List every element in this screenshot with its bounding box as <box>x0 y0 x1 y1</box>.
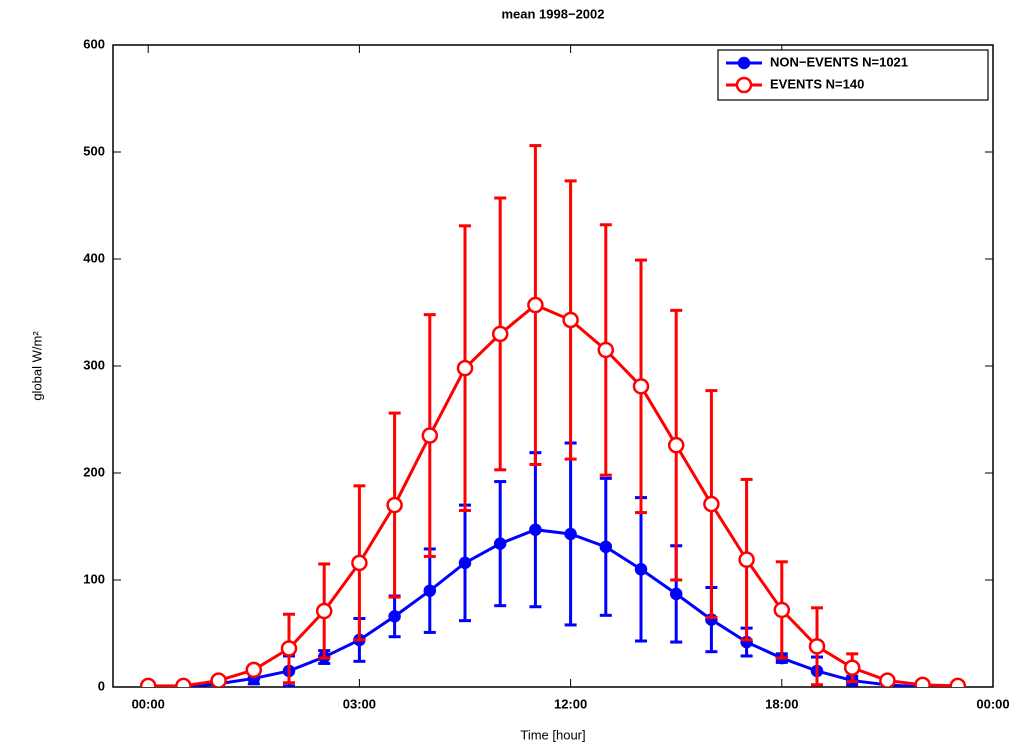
chart-title: mean 1998−2002 <box>501 6 604 21</box>
x-tick-label: 00:00 <box>132 696 165 711</box>
point <box>175 677 192 687</box>
x-tick-label: 03:00 <box>343 696 376 711</box>
point <box>562 311 579 329</box>
point <box>808 638 826 655</box>
point <box>456 359 474 377</box>
point <box>564 527 577 541</box>
legend-label: NON−EVENTS N=1021 <box>770 54 908 69</box>
point <box>386 496 403 514</box>
point <box>703 495 720 513</box>
y-tick-label: 300 <box>83 357 105 372</box>
point <box>421 427 439 444</box>
point <box>527 296 544 314</box>
y-tick-label: 200 <box>83 464 105 479</box>
point <box>423 584 437 597</box>
x-tick-label: 18:00 <box>765 696 798 711</box>
y-tick-label: 400 <box>83 250 105 265</box>
point <box>632 378 650 395</box>
point <box>210 672 227 687</box>
y-tick-label: 600 <box>83 36 105 51</box>
point <box>669 587 683 601</box>
y-tick-label: 500 <box>83 143 105 158</box>
point <box>879 672 896 687</box>
point <box>738 551 755 568</box>
point <box>491 325 509 343</box>
legend-marker <box>737 56 751 70</box>
y-axis-label: global W/m² <box>29 331 44 401</box>
point <box>388 610 401 623</box>
point <box>667 436 685 454</box>
point <box>139 677 157 687</box>
point <box>351 554 368 572</box>
point <box>914 676 931 687</box>
point <box>634 563 648 576</box>
series-line <box>148 528 958 687</box>
point <box>773 601 791 619</box>
point <box>458 556 472 570</box>
point <box>843 659 861 676</box>
x-tick-label: 00:00 <box>976 696 1009 711</box>
legend-marker <box>735 76 753 94</box>
y-tick-label: 100 <box>83 571 105 586</box>
point <box>245 661 263 679</box>
point <box>529 523 542 536</box>
series-line <box>148 303 958 687</box>
x-axis-label: Time [hour] <box>520 727 585 742</box>
legend-label: EVENTS N=140 <box>770 76 864 91</box>
point <box>315 602 333 620</box>
x-tick-label: 12:00 <box>554 696 587 711</box>
plot-area <box>139 144 967 687</box>
point <box>599 540 613 554</box>
point <box>597 341 615 359</box>
point <box>949 677 967 687</box>
point <box>280 640 298 657</box>
y-tick-label: 0 <box>98 678 105 693</box>
plot-frame <box>112 44 994 688</box>
legend-box <box>717 49 989 101</box>
point <box>493 537 507 550</box>
